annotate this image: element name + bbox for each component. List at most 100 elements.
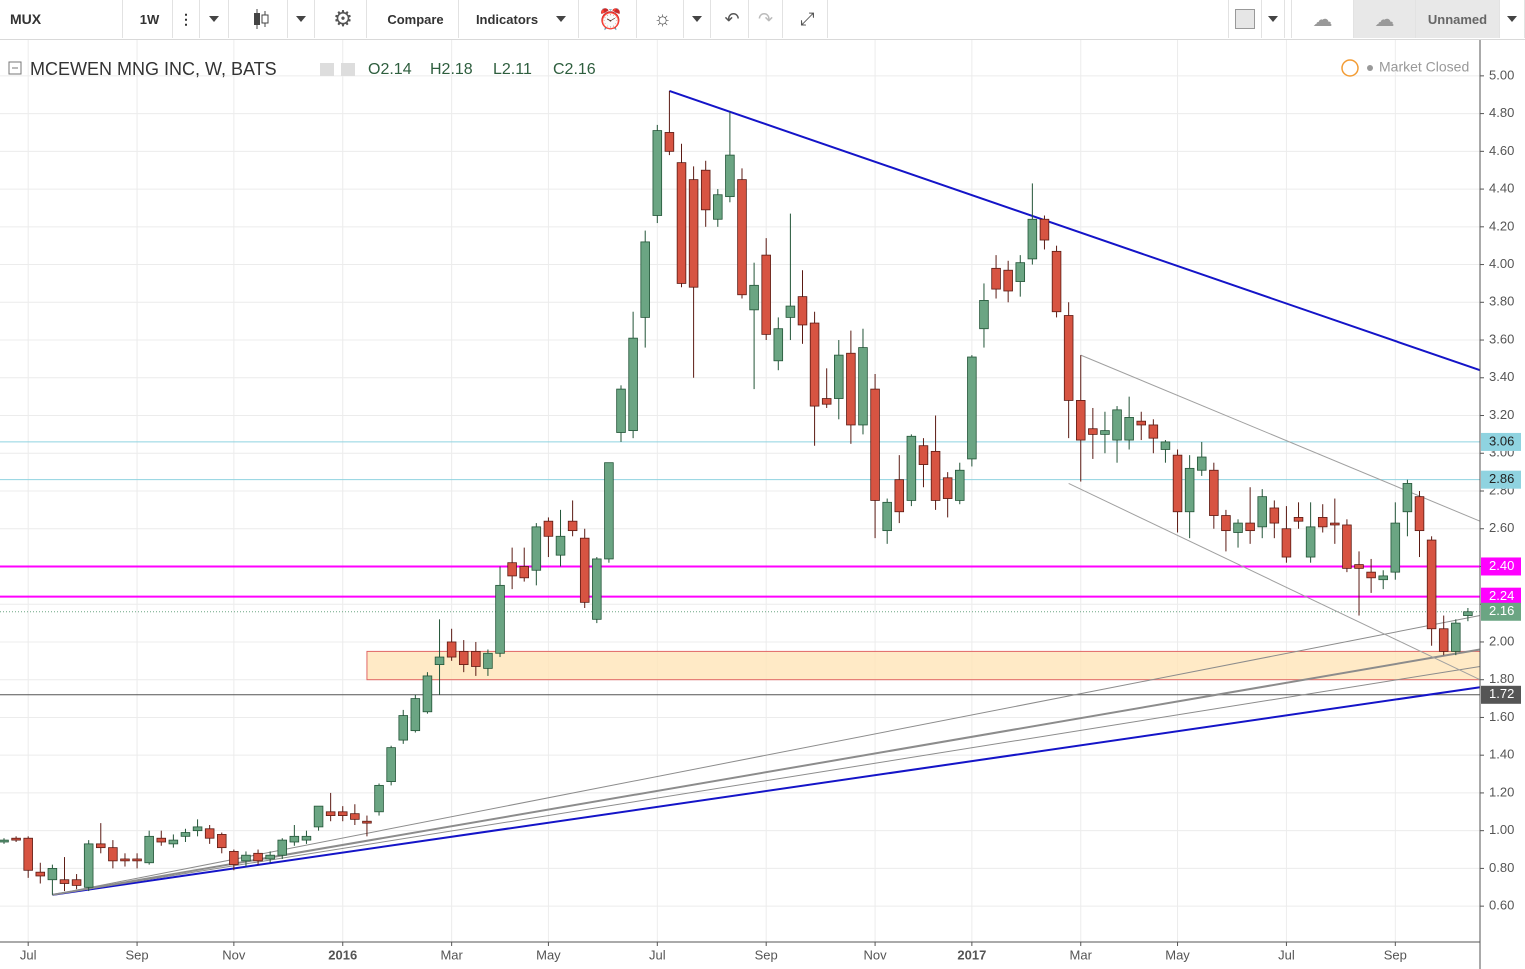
candle-body — [737, 179, 747, 296]
plot-area — [0, 40, 1481, 942]
trendline — [669, 90, 1481, 372]
candle-body — [253, 852, 263, 862]
candle-body — [930, 450, 941, 501]
trendline — [1080, 354, 1481, 522]
candle-body — [1257, 496, 1267, 528]
y-tick-label: 3.60 — [1489, 331, 1514, 346]
alert-button[interactable]: ⏰ — [585, 0, 637, 38]
candle-body — [846, 352, 856, 426]
y-tick-label: 4.80 — [1489, 105, 1514, 120]
settings-icon[interactable] — [341, 63, 355, 76]
candle-body — [519, 566, 529, 579]
candle-body — [942, 477, 953, 499]
compare-button[interactable]: Compare — [373, 0, 459, 38]
candle-body — [1451, 622, 1461, 652]
x-tick-label: Jul — [20, 947, 37, 962]
candle-body — [374, 784, 384, 813]
layout-name-label: Unnamed — [1427, 11, 1488, 27]
level-label-bg — [1481, 557, 1521, 576]
candle-body — [918, 445, 929, 465]
candle-body — [1088, 428, 1098, 435]
candle-body — [1221, 515, 1231, 532]
candle-body — [870, 388, 880, 501]
layout-name[interactable]: Unnamed — [1416, 0, 1500, 38]
candle-body — [640, 241, 650, 318]
ideas-button[interactable]: ☼ — [642, 0, 684, 38]
candle-body — [1378, 575, 1388, 581]
load-layout-button[interactable]: ☁ — [1291, 0, 1354, 38]
candle-body — [1124, 417, 1134, 441]
candle-icon — [253, 9, 268, 29]
price-axis — [1480, 40, 1525, 969]
ohlc-value: H2.18 — [430, 61, 473, 78]
candle-body — [83, 843, 94, 888]
x-tick-label: May — [1165, 947, 1190, 962]
candle-body — [1426, 539, 1437, 630]
indicators-button[interactable]: Indicators — [464, 0, 579, 38]
layout-dropdown[interactable] — [1500, 0, 1525, 38]
candle-body — [991, 267, 1001, 290]
candle-body — [1027, 218, 1038, 260]
candle-body — [458, 650, 469, 666]
candle-body — [1051, 250, 1062, 313]
candle-body — [204, 828, 215, 839]
candle-body — [773, 328, 784, 362]
candle-body — [1184, 467, 1195, 513]
candle-body — [483, 652, 493, 669]
fullscreen-button[interactable]: ⤢ — [788, 0, 828, 38]
candle-body — [120, 858, 130, 862]
candle-body — [362, 820, 372, 824]
ideas-dropdown[interactable] — [684, 0, 711, 38]
ohlc-value: L2.11 — [493, 61, 532, 78]
settings-button[interactable]: ⚙ — [320, 0, 367, 38]
candle-body — [713, 194, 723, 220]
save-layout-button[interactable]: ☁ — [1354, 0, 1416, 38]
candle-body — [979, 300, 989, 330]
interval-button[interactable]: 1W — [127, 0, 173, 38]
color-swatch — [1235, 9, 1255, 29]
interval-dropdown[interactable] — [200, 0, 229, 38]
y-tick-label: 2.60 — [1489, 520, 1514, 535]
candle-body — [1317, 517, 1328, 528]
candle-body — [664, 132, 675, 152]
candle-body — [579, 537, 590, 603]
candle-body — [96, 843, 106, 849]
drawing-color-dropdown[interactable] — [1262, 0, 1285, 38]
eye-icon[interactable] — [320, 63, 334, 76]
redo-button[interactable]: ↷ — [749, 0, 783, 38]
candle-body — [229, 851, 239, 866]
x-tick-label: Sep — [755, 947, 778, 962]
x-tick-label: Nov — [864, 947, 888, 962]
candle-body — [797, 296, 808, 326]
candle-body — [1063, 315, 1074, 401]
toolbar: MUX 1W ⋮ ⚙ Compare Indicators ⏰ ☼ ↶ ↷ ⤢ … — [0, 0, 1525, 40]
y-tick-label: 3.20 — [1489, 407, 1514, 422]
level-label: 2.24 — [1489, 588, 1514, 603]
symbol-input[interactable]: MUX — [0, 0, 123, 38]
candle-body — [180, 832, 191, 837]
chart-background — [0, 40, 1525, 969]
collapse-icon[interactable] — [8, 61, 22, 75]
y-tick-label: 4.40 — [1489, 181, 1514, 196]
market-status: Market Closed — [1379, 59, 1469, 75]
trendline — [52, 665, 1481, 896]
y-tick-label: 0.60 — [1489, 898, 1514, 913]
candle-body — [652, 130, 663, 216]
candle-body — [955, 469, 965, 501]
indicators-label: Indicators — [475, 11, 539, 27]
candle-body — [1100, 430, 1110, 435]
y-tick-label: 1.20 — [1489, 784, 1514, 799]
candle-body — [882, 501, 892, 532]
candle-body — [471, 650, 481, 667]
candle-body — [1269, 507, 1280, 524]
candle-body — [325, 811, 336, 816]
undo-button[interactable]: ↶ — [716, 0, 749, 38]
chart-style-dropdown[interactable] — [288, 0, 315, 38]
trendline — [52, 686, 1481, 896]
chart-style-button[interactable] — [234, 0, 288, 38]
interval-more[interactable]: ⋮ — [173, 0, 200, 38]
drawing-color-button[interactable] — [1228, 0, 1262, 38]
candle-body — [1209, 469, 1219, 516]
candle-body — [337, 811, 348, 816]
